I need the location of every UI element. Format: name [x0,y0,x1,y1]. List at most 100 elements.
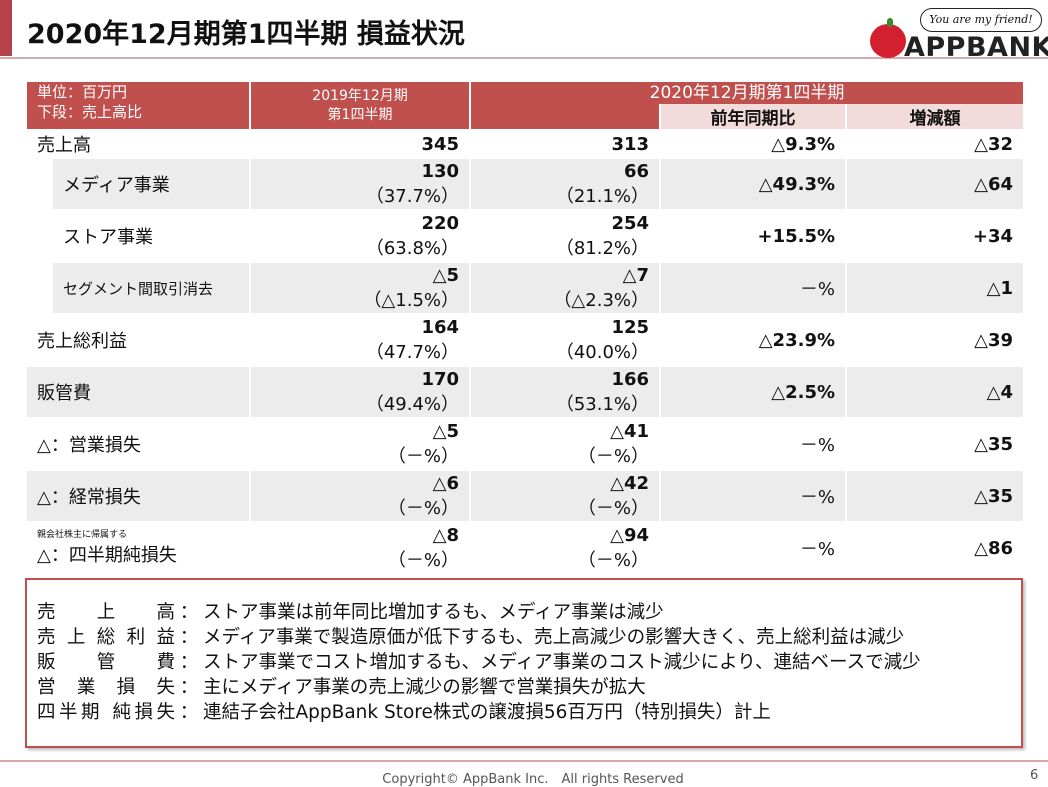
prev-value: 345 [249,129,470,157]
curr-value: △7 （△2.3%） [469,261,660,313]
table-header-row-1: 単位：百万円 下段：売上高比 2019年12月期 第1四半期 2020年12月期… [27,82,1024,129]
copyright: Copyright© AppBank Inc. All rights Reser… [382,772,684,787]
apple-icon [870,18,906,58]
prev-period-year: 2019年12月期 [312,87,408,104]
curr-value: 125 （40.0%） [469,313,660,365]
row-label: 親会社株主に帰属する △：四半期純損失 [27,521,250,573]
row-label: セグメント間取引消去 [53,261,250,313]
note-colon: ： [179,627,199,648]
table-row: メディア事業 130 （37.7%） 66 （21.1%） △49.3% △64 [27,157,1024,209]
note-text: メディア事業で製造原価が低下するも、売上高減少の影響大きく、売上総利益は減少 [203,627,905,648]
logo-tagline: You are my friend! [920,8,1042,32]
note-text: ストア事業でコスト増加するも、メディア事業のコスト減少により、連結ベースで減少 [203,652,921,673]
yoy-value: －% [659,261,846,313]
page-title: 2020年12月期第1四半期 損益状況 [27,19,465,50]
diff-header: 増減額 [845,104,1024,129]
diff-value: △64 [845,157,1024,209]
row-label-main: △：四半期純損失 [37,545,177,566]
page-number: 6 [1030,768,1039,783]
yoy-value: △49.3% [659,157,846,209]
indent-spacer [27,157,53,209]
row-label: △：営業損失 [27,417,250,469]
prev-value: △5 （△1.5%） [249,261,470,313]
prev-value: 170 （49.4%） [249,365,470,417]
table-row: △：営業損失 △5 （－%） △41 （－%） －% △35 [27,417,1024,469]
footer-divider [0,760,1048,762]
yoy-value: －% [659,521,846,573]
table-row: セグメント間取引消去 △5 （△1.5%） △7 （△2.3%） －% △1 [27,261,1024,313]
appbank-logo: You are my friend! APPBANK [868,6,1048,63]
note-text: 連結子会社AppBank Store株式の譲渡損56百万円（特別損失）計上 [203,702,771,723]
note-label: 売上高 [37,602,175,623]
note-line: 売上高：ストア事業は前年同比増加するも、メディア事業は減少 [37,598,664,624]
note-text: 主にメディア事業の売上減少の影響で営業損失が拡大 [203,677,646,698]
diff-value: △4 [845,365,1024,417]
curr-value: 254 （81.2%） [469,209,660,261]
title-divider [0,57,1048,59]
yoy-value: －% [659,417,846,469]
prev-value: 130 （37.7%） [249,157,470,209]
note-line: 売上総利益：メディア事業で製造原価が低下するも、売上高減少の影響大きく、売上総利… [37,623,904,649]
row-label: ストア事業 [53,209,250,261]
curr-value: △42 （－%） [469,469,660,521]
table-row: ストア事業 220 （63.8%） 254 （81.2%） +15.5% +34 [27,209,1024,261]
curr-value: 66 （21.1%） [469,157,660,209]
diff-value: △1 [845,261,1024,313]
row-label: 売上総利益 [27,313,250,365]
income-table: 単位：百万円 下段：売上高比 2019年12月期 第1四半期 2020年12月期… [27,82,1024,573]
prev-value: △6 （－%） [249,469,470,521]
title-accent-bar [0,0,12,56]
table-row: 売上総利益 164 （47.7%） 125 （40.0%） △23.9% △39 [27,313,1024,365]
indent-spacer [27,261,53,313]
diff-value: △35 [845,417,1024,469]
yoy-value: △9.3% [659,129,846,157]
indent-spacer [27,209,53,261]
diff-value: △35 [845,469,1024,521]
curr-value: △94 （－%） [469,521,660,573]
yoy-header: 前年同期比 [659,104,846,129]
curr-value: 313 [469,129,660,157]
prev-period-header: 2019年12月期 第1四半期 [249,82,470,129]
row-label: メディア事業 [53,157,250,209]
note-line: 営業損失：主にメディア事業の売上減少の影響で営業損失が拡大 [37,673,646,699]
diff-value: △32 [845,129,1024,157]
curr-value: 166 （53.1%） [469,365,660,417]
table-row: △：経常損失 △6 （－%） △42 （－%） －% △35 [27,469,1024,521]
note-label: 四半期 純損失 [37,702,175,723]
note-text: ストア事業は前年同比増加するも、メディア事業は減少 [203,602,664,623]
note-line: 四半期 純損失：連結子会社AppBank Store株式の譲渡損56百万円（特別… [37,698,771,724]
diff-value: △86 [845,521,1024,573]
note-label: 売上総利益 [37,627,175,648]
unit-header: 単位：百万円 下段：売上高比 [27,82,250,129]
table-row: 親会社株主に帰属する △：四半期純損失 △8 （－%） △94 （－%） －% △8… [27,521,1024,573]
note-colon: ： [179,677,199,698]
note-colon: ： [179,602,199,623]
row-label: 売上高 [27,129,250,157]
diff-value: △39 [845,313,1024,365]
unit-sub-label: 下段：売上高比 [37,103,143,121]
note-colon: ： [179,702,199,723]
logo-name: APPBANK [904,32,1048,63]
row-label-note: 親会社株主に帰属する [37,530,128,540]
prev-value: △8 （－%） [249,521,470,573]
prev-value: 220 （63.8%） [249,209,470,261]
yoy-value: +15.5% [659,209,846,261]
yoy-value: －% [659,469,846,521]
curr-value-header [469,104,660,129]
unit-label: 単位：百万円 [37,83,128,101]
prev-period-quarter: 第1四半期 [327,106,393,123]
summary-notes-box: 売上高：ストア事業は前年同比増加するも、メディア事業は減少 売上総利益：メディア… [25,578,1023,748]
curr-value: △41 （－%） [469,417,660,469]
table-header-row-2: 前年同期比 増減額 [27,104,1024,129]
yoy-value: △23.9% [659,313,846,365]
table-row: 売上高 345 313 △9.3% △32 [27,129,1024,157]
note-label: 販管費 [37,652,175,673]
diff-value: +34 [845,209,1024,261]
note-colon: ： [179,652,199,673]
prev-value: 164 （47.7%） [249,313,470,365]
note-label: 営業損失 [37,677,175,698]
curr-period-header: 2020年12月期第1四半期 [469,82,1024,104]
table-row: 販管費 170 （49.4%） 166 （53.1%） △2.5% △4 [27,365,1024,417]
note-line: 販管費：ストア事業でコスト増加するも、メディア事業のコスト減少により、連結ベース… [37,648,921,674]
prev-value: △5 （－%） [249,417,470,469]
